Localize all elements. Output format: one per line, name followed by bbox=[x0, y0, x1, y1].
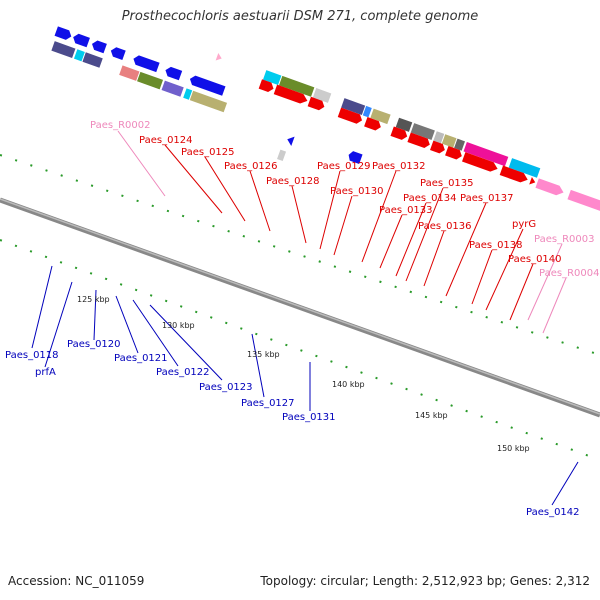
gene-cog[interactable] bbox=[508, 158, 541, 178]
scale-tick-125kbp: 125 kbp bbox=[77, 295, 110, 304]
gene-label-paes-0128[interactable]: Paes_0128 bbox=[266, 176, 320, 187]
gene-reverse[interactable] bbox=[132, 54, 160, 73]
gene-label-paes-r0003[interactable]: Paes_R0003 bbox=[534, 234, 594, 245]
feature-band bbox=[51, 26, 600, 218]
guide-line-bottom bbox=[0, 239, 600, 461]
gene-label-paes-0142[interactable]: Paes_0142 bbox=[526, 507, 580, 518]
gene-forward[interactable] bbox=[273, 84, 309, 106]
gene-reverse[interactable] bbox=[109, 46, 126, 61]
gene-forward[interactable] bbox=[307, 96, 326, 112]
gene-forward[interactable] bbox=[445, 146, 463, 161]
gene-forward[interactable] bbox=[529, 176, 536, 186]
gene-label-pyrg[interactable]: pyrG bbox=[512, 219, 536, 230]
gene-cog[interactable] bbox=[410, 123, 435, 140]
gene-label-paes-0126[interactable]: Paes_0126 bbox=[224, 161, 278, 172]
gene-cog[interactable] bbox=[341, 98, 366, 115]
rna-gene[interactable] bbox=[535, 178, 565, 197]
gene-label-paes-0122[interactable]: Paes_0122 bbox=[156, 367, 210, 378]
gene-forward[interactable] bbox=[462, 152, 499, 174]
gene-cog[interactable] bbox=[137, 71, 164, 90]
gene-forward[interactable] bbox=[337, 107, 364, 126]
gene-reverse[interactable] bbox=[54, 26, 73, 41]
gene-reverse[interactable] bbox=[347, 150, 363, 164]
scale-tick-140kbp: 140 kbp bbox=[332, 380, 365, 389]
gene-cog[interactable] bbox=[51, 41, 76, 58]
scale-tick-135kbp: 135 kbp bbox=[247, 350, 280, 359]
scale-tick-130kbp: 130 kbp bbox=[162, 321, 195, 330]
gene-label-paes-0140[interactable]: Paes_0140 bbox=[508, 254, 562, 265]
gene-label-paes-0123[interactable]: Paes_0123 bbox=[199, 382, 253, 393]
genome-backbone bbox=[0, 197, 600, 418]
gene-cog[interactable] bbox=[189, 90, 228, 113]
gene-forward[interactable] bbox=[407, 132, 431, 150]
leader-lines-reverse bbox=[31, 265, 579, 506]
gene-cog[interactable] bbox=[262, 70, 282, 85]
gene-label-paes-0136[interactable]: Paes_0136 bbox=[418, 221, 472, 232]
gene-label-paes-0135[interactable]: Paes_0135 bbox=[420, 178, 474, 189]
gene-cog[interactable] bbox=[370, 108, 391, 125]
gene-label-paes-0129[interactable]: Paes_0129 bbox=[317, 161, 371, 172]
rna-gene[interactable] bbox=[567, 189, 600, 218]
gene-label-paes-0133[interactable]: Paes_0133 bbox=[379, 205, 433, 216]
accession-text: Accession: NC_011059 bbox=[8, 574, 145, 588]
gene-reverse[interactable] bbox=[188, 74, 226, 96]
gene-forward[interactable] bbox=[258, 79, 276, 93]
gene-reverse[interactable] bbox=[164, 65, 183, 81]
gene-reverse[interactable] bbox=[286, 135, 295, 147]
map-title: Prosthecochloris aestuarii DSM 271, comp… bbox=[121, 9, 479, 24]
gene-reverse[interactable] bbox=[90, 39, 107, 54]
gene-forward[interactable] bbox=[430, 140, 447, 155]
gene-cog[interactable] bbox=[312, 88, 332, 103]
gene-cog[interactable] bbox=[454, 138, 465, 151]
gene-cog[interactable] bbox=[161, 80, 184, 97]
gene-label-paes-0132[interactable]: Paes_0132 bbox=[372, 161, 426, 172]
topology-summary-text: Topology: circular; Length: 2,512,923 bp… bbox=[260, 574, 590, 588]
leader-lines-rna bbox=[117, 130, 567, 334]
scale-tick-145kbp: 145 kbp bbox=[415, 411, 448, 420]
gene-label-paes-0118[interactable]: Paes_0118 bbox=[5, 350, 59, 361]
gene-label-paes-r0002[interactable]: Paes_R0002 bbox=[90, 120, 150, 131]
gene-cog[interactable] bbox=[278, 75, 315, 97]
gene-label-paes-0127[interactable]: Paes_0127 bbox=[241, 398, 295, 409]
gene-cog[interactable] bbox=[433, 131, 445, 144]
gene-cog[interactable] bbox=[73, 49, 85, 62]
gene-reverse[interactable] bbox=[71, 32, 90, 48]
gene-label-paes-0137[interactable]: Paes_0137 bbox=[460, 193, 514, 204]
gene-label-paes-0130[interactable]: Paes_0130 bbox=[330, 186, 384, 197]
gene-forward[interactable] bbox=[364, 117, 382, 132]
gene-cog[interactable] bbox=[441, 134, 457, 148]
scale-tick-150kbp: 150 kbp bbox=[497, 444, 530, 453]
gene-cog[interactable] bbox=[362, 105, 372, 118]
gene-cog[interactable] bbox=[119, 65, 140, 81]
gene-label-prfa[interactable]: prfA bbox=[35, 367, 56, 378]
gene-label-paes-0120[interactable]: Paes_0120 bbox=[67, 339, 121, 350]
gene-label-paes-0125[interactable]: Paes_0125 bbox=[181, 147, 235, 158]
gene-cog[interactable] bbox=[82, 52, 103, 68]
gene-cog[interactable] bbox=[463, 141, 509, 167]
gene-cog[interactable] bbox=[395, 117, 413, 132]
gene-forward[interactable] bbox=[499, 165, 530, 185]
gene-label-paes-0138[interactable]: Paes_0138 bbox=[469, 240, 523, 251]
gene-label-paes-0121[interactable]: Paes_0121 bbox=[114, 353, 168, 364]
gene-forward[interactable] bbox=[390, 126, 408, 141]
gene-label-paes-r0004[interactable]: Paes_R0004 bbox=[539, 268, 599, 279]
gene-cog[interactable] bbox=[183, 88, 193, 100]
gene-label-paes-0124[interactable]: Paes_0124 bbox=[139, 135, 193, 146]
leader-lines-forward bbox=[164, 144, 534, 321]
gene-label-paes-0131[interactable]: Paes_0131 bbox=[282, 412, 336, 423]
rna-gene[interactable] bbox=[215, 52, 223, 62]
gene-cog[interactable] bbox=[277, 149, 287, 162]
gene-label-paes-0134[interactable]: Paes_0134 bbox=[403, 193, 457, 204]
